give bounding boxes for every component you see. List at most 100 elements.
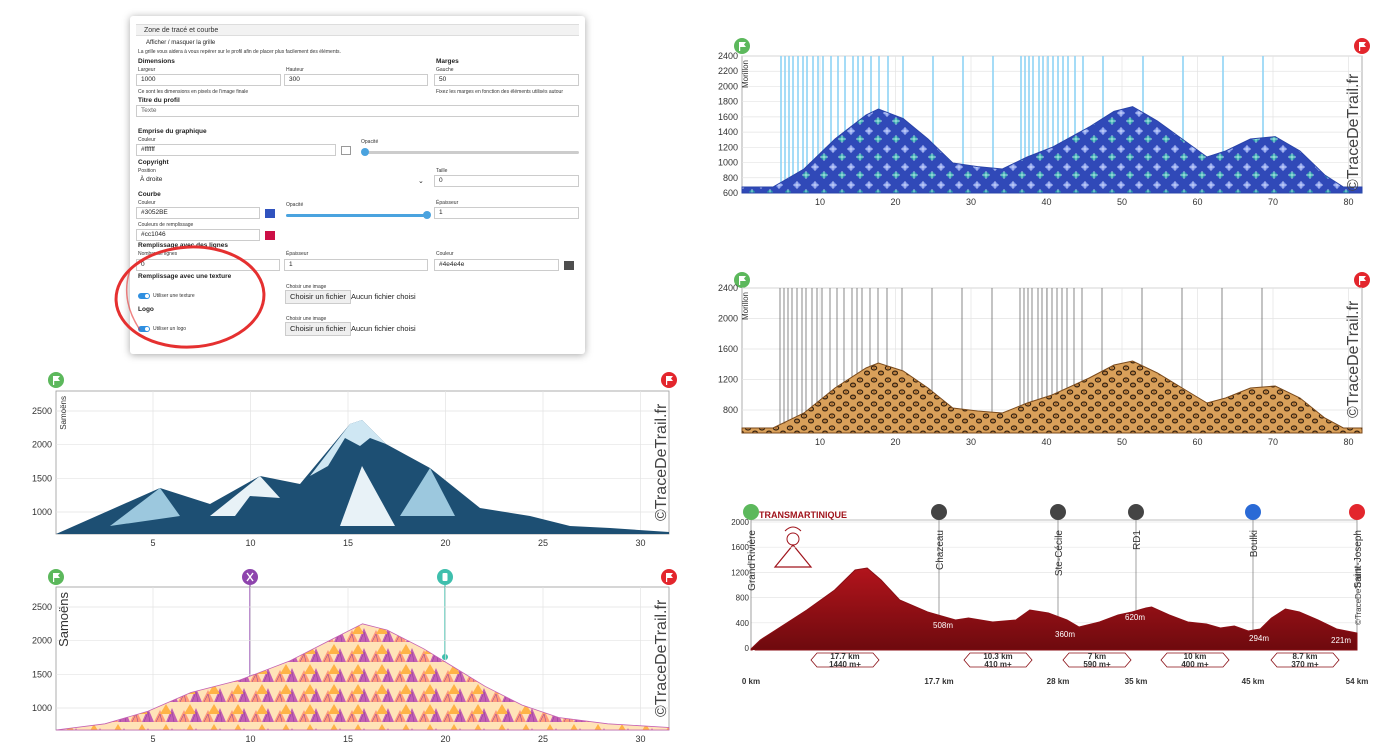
footprint-color-swatch[interactable] bbox=[341, 146, 351, 155]
texture-toggle-label[interactable]: Utiliser une texture bbox=[153, 293, 195, 299]
choose-image-label: Choisir une image bbox=[286, 284, 327, 290]
footprint-opacity-knob[interactable] bbox=[361, 148, 369, 156]
y-tick-label: 1600 bbox=[718, 112, 738, 122]
leg-badge bbox=[963, 652, 1033, 668]
leg-badge bbox=[1270, 652, 1340, 668]
altitude-label: 23m bbox=[747, 649, 763, 658]
density-band bbox=[1222, 56, 1224, 193]
y-tick-label: 2000 bbox=[731, 518, 749, 527]
km-tick-label: 17.7 km bbox=[924, 677, 953, 686]
leg-badge bbox=[810, 652, 880, 668]
margin-left-input[interactable]: 50 bbox=[434, 74, 579, 86]
density-band bbox=[962, 56, 964, 193]
lines-color-swatch[interactable] bbox=[564, 261, 574, 270]
leg-distance: 10 km bbox=[1184, 652, 1207, 661]
curve-opacity-slider[interactable] bbox=[286, 214, 428, 217]
waypoint-icon bbox=[1245, 504, 1261, 520]
texture-toggle[interactable] bbox=[138, 293, 150, 299]
density-band bbox=[797, 56, 799, 193]
logo-choose-image-label: Choisir une image bbox=[286, 316, 327, 322]
curve-heading: Courbe bbox=[138, 191, 161, 198]
y-tick-label: 1200 bbox=[731, 568, 749, 577]
grid-toggle-label[interactable]: Afficher / masquer la grille bbox=[146, 40, 216, 46]
density-band bbox=[792, 56, 794, 193]
y-tick-label: 2200 bbox=[718, 66, 738, 76]
water-station-icon bbox=[437, 569, 453, 660]
finish-flag-icon bbox=[1354, 272, 1370, 288]
elevation-area bbox=[741, 360, 1363, 434]
density-band bbox=[812, 56, 814, 193]
x-tick-label: 40 bbox=[1041, 197, 1051, 207]
y-tick-label: 600 bbox=[723, 188, 738, 198]
y-tick-label: 2000 bbox=[718, 81, 738, 91]
curve-color-input[interactable]: #3052BE bbox=[136, 207, 260, 219]
x-tick-label: 60 bbox=[1192, 197, 1202, 207]
altitude-label: 1289m bbox=[837, 553, 862, 562]
finish-flag-icon bbox=[1354, 38, 1370, 54]
size-input[interactable]: 0 bbox=[434, 175, 579, 187]
x-tick-label: 70 bbox=[1268, 197, 1278, 207]
y-tick-label: 1200 bbox=[718, 375, 738, 385]
y-tick-label: 2500 bbox=[32, 406, 52, 416]
lines-thickness-label: Épaisseur bbox=[286, 251, 309, 257]
density-band bbox=[844, 56, 846, 193]
x-tick-label: 30 bbox=[966, 197, 976, 207]
logo-no-file-text: Aucun fichier choisi bbox=[351, 324, 416, 333]
y-tick-label: 1200 bbox=[718, 142, 738, 152]
lines-thickness-input[interactable]: 1 bbox=[284, 259, 428, 271]
waypoint-label: Boulki bbox=[1249, 530, 1260, 557]
x-tick-label: 30 bbox=[635, 538, 645, 548]
footprint-color-input[interactable]: #ffffff bbox=[136, 144, 336, 156]
density-band bbox=[1038, 56, 1040, 193]
x-axis: 5 10 15 20 25 30 bbox=[150, 734, 645, 744]
logo-toggle-label[interactable]: Utiliser un logo bbox=[153, 326, 187, 332]
footprint-opacity-slider[interactable] bbox=[364, 151, 579, 154]
profile-title-input[interactable]: Texte bbox=[136, 105, 579, 117]
race-copyright-text: ©TraceDeTrail.fr bbox=[1354, 566, 1363, 625]
curve-color-swatch[interactable] bbox=[265, 209, 275, 218]
chevron-down-icon[interactable]: ⌄ bbox=[418, 178, 424, 185]
density-band bbox=[837, 56, 839, 193]
x-axis: 10 20 30 40 50 60 70 80 bbox=[815, 197, 1354, 207]
margin-left-label: Gauche bbox=[436, 67, 454, 73]
width-input[interactable]: 1000 bbox=[136, 74, 281, 86]
curve-opacity-knob[interactable] bbox=[423, 211, 431, 219]
choose-file-button[interactable]: Choisir un fichier bbox=[285, 290, 351, 304]
position-label: Position bbox=[138, 168, 156, 174]
km-tick-label: 28 km bbox=[1047, 677, 1070, 686]
finish-flag-icon bbox=[661, 372, 677, 388]
start-flag-icon bbox=[734, 272, 750, 288]
lines-fill-heading: Remplissage avec des lignes bbox=[138, 242, 228, 249]
y-tick-label: 800 bbox=[723, 173, 738, 183]
leg-gain: 1440 m+ bbox=[829, 660, 861, 669]
start-flag-icon bbox=[734, 38, 750, 54]
lines-color-input[interactable]: #4e4e4e bbox=[434, 259, 559, 271]
opacity-label: Opacité bbox=[361, 139, 379, 145]
density-band bbox=[1047, 56, 1049, 193]
elevation-chart-leopard: 2400 2000 1600 1200 800 10 20 30 40 50 60 70 80 Mor… bbox=[718, 272, 1370, 447]
density-band bbox=[1067, 56, 1069, 193]
density-band bbox=[1024, 56, 1026, 193]
fill-color-input[interactable]: #cc1046 bbox=[136, 229, 260, 241]
waypoints: Grand'Rivière Chazeau Ste-Cécile RD1 Boulki S… bbox=[743, 504, 1365, 650]
grid-toggle-help: La grille vous aidera à vous repérer sur… bbox=[138, 49, 341, 55]
density-band bbox=[817, 56, 819, 193]
altitude-labels: 1289m 23m 508m 601m 360m 620m 294m 605m 221m bbox=[747, 553, 1351, 658]
x-tick-label: 30 bbox=[966, 437, 976, 447]
thickness-input[interactable]: 1 bbox=[434, 207, 579, 219]
y-tick-label: 1600 bbox=[718, 344, 738, 354]
fill-color-swatch[interactable] bbox=[265, 231, 275, 240]
logo-choose-file-button[interactable]: Choisir un fichier bbox=[285, 322, 351, 336]
density-band bbox=[1032, 56, 1034, 193]
y-tick-label: 1800 bbox=[718, 97, 738, 107]
height-input[interactable]: 300 bbox=[284, 74, 428, 86]
x-tick-label: 10 bbox=[245, 538, 255, 548]
km-tick-label: 54 km bbox=[1346, 677, 1369, 686]
y-tick-label: 800 bbox=[723, 405, 738, 415]
position-select[interactable]: À droite bbox=[136, 175, 429, 187]
position-value: À droite bbox=[140, 176, 163, 183]
leg-badge bbox=[1062, 652, 1132, 668]
logo-toggle[interactable] bbox=[138, 326, 150, 332]
x-axis: 5 10 15 20 25 30 bbox=[150, 538, 645, 548]
